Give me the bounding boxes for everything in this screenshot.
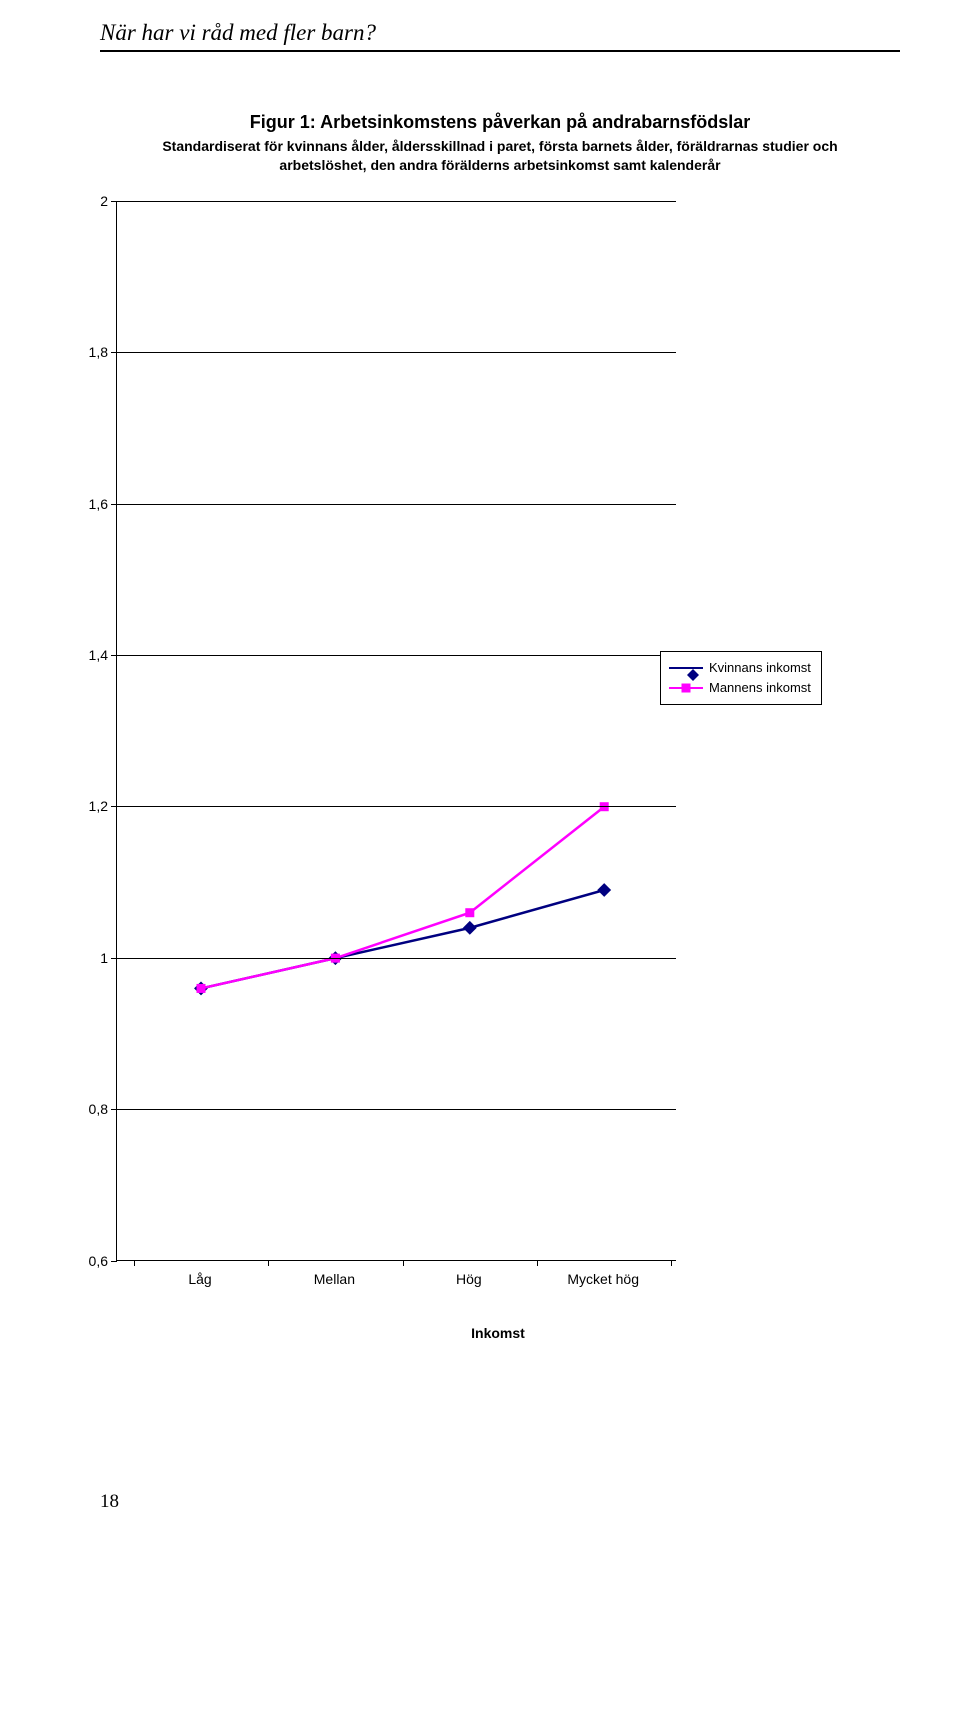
legend-swatch: [669, 681, 703, 695]
legend-label: Mannens inkomst: [709, 680, 811, 695]
x-axis-labels: LågMellanHögMycket hög: [116, 1261, 676, 1281]
x-tick-label: Mycket hög: [567, 1271, 639, 1287]
y-tick-label: 2: [100, 193, 108, 209]
gridline: [117, 655, 676, 656]
y-tick-label: 0,8: [89, 1101, 108, 1117]
y-axis: 0,60,811,21,41,61,82: [80, 201, 116, 1261]
figure-title: Figur 1: Arbetsinkomstens påverkan på an…: [120, 112, 880, 133]
gridline: [117, 352, 676, 353]
y-tick-label: 1,8: [89, 344, 108, 360]
x-tick-label: Mellan: [314, 1271, 355, 1287]
plot-area: [116, 201, 676, 1261]
chart: 0,60,811,21,41,61,82 LågMellanHögMycket …: [80, 201, 880, 1341]
y-tick: [111, 655, 117, 656]
y-tick-label: 1,2: [89, 798, 108, 814]
y-tick: [111, 958, 117, 959]
y-tick: [111, 201, 117, 202]
y-tick: [111, 1109, 117, 1110]
legend-label: Kvinnans inkomst: [709, 660, 811, 675]
gridline: [117, 504, 676, 505]
x-tick-label: Låg: [188, 1271, 211, 1287]
y-tick-label: 1: [100, 950, 108, 966]
legend: Kvinnans inkomst Mannens inkomst: [660, 651, 822, 705]
x-axis-title: Inkomst: [116, 1325, 880, 1341]
legend-swatch: [669, 661, 703, 675]
series-marker: [463, 921, 477, 935]
legend-item: Mannens inkomst: [669, 678, 811, 698]
series-line: [201, 806, 604, 988]
series-marker: [197, 984, 206, 993]
gridline: [117, 1109, 676, 1110]
y-tick-label: 1,6: [89, 496, 108, 512]
legend-item: Kvinnans inkomst: [669, 658, 811, 678]
y-tick-label: 1,4: [89, 647, 108, 663]
y-tick: [111, 504, 117, 505]
gridline: [117, 806, 676, 807]
x-tick-label: Hög: [456, 1271, 482, 1287]
y-tick-label: 0,6: [89, 1253, 108, 1269]
figure-subtitle: Standardiserat för kvinnans ålder, ålder…: [130, 137, 870, 175]
series-marker: [597, 883, 611, 897]
y-tick: [111, 352, 117, 353]
gridline: [117, 201, 676, 202]
chart-svg: [117, 201, 677, 1261]
y-tick: [111, 806, 117, 807]
gridline: [117, 958, 676, 959]
page-header: När har vi råd med fler barn?: [100, 20, 900, 52]
page-number: 18: [100, 1491, 900, 1513]
series-marker: [465, 908, 474, 917]
